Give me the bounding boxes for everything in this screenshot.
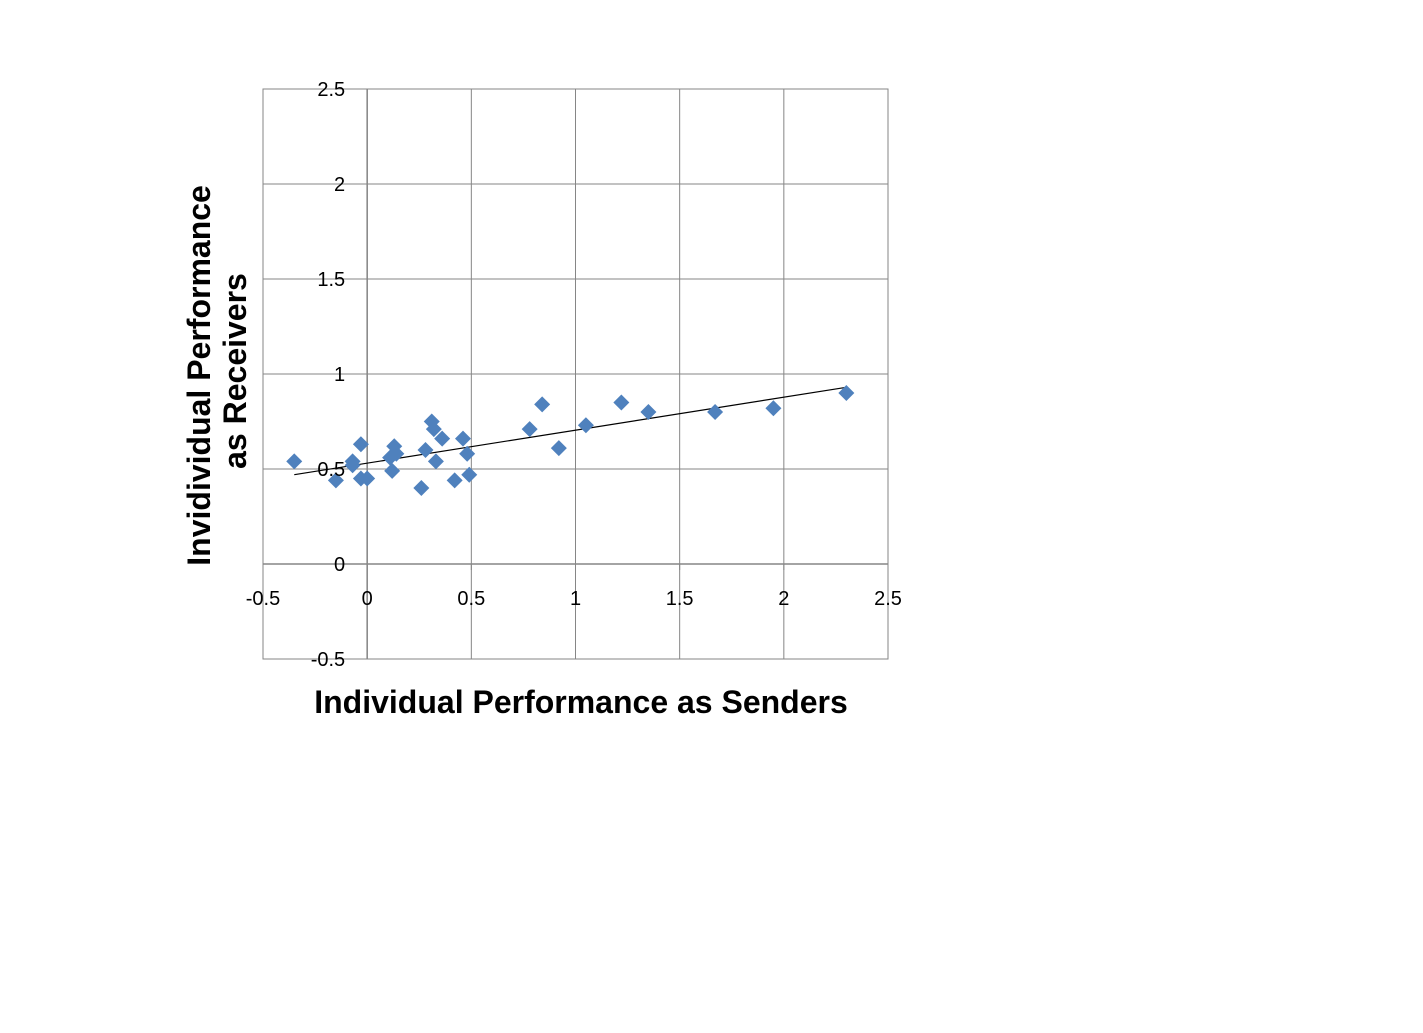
data-point bbox=[459, 445, 476, 462]
x-tick-label: 0 bbox=[362, 588, 373, 610]
x-tick-label: 2 bbox=[778, 588, 789, 610]
data-points bbox=[286, 385, 855, 496]
y-tick-label: 1.5 bbox=[317, 269, 345, 291]
data-point bbox=[521, 421, 538, 438]
x-tick-label: 1.5 bbox=[666, 588, 694, 610]
data-point bbox=[534, 396, 551, 413]
y-axis-title-line-2: as Receivers bbox=[217, 273, 253, 469]
data-point bbox=[344, 457, 361, 474]
data-point bbox=[417, 442, 434, 458]
data-point bbox=[427, 453, 444, 470]
data-point bbox=[384, 462, 401, 479]
data-point bbox=[434, 430, 451, 447]
y-tick-label: 1 bbox=[334, 364, 345, 386]
y-tick-labels: -0.5 0 0.5 1 1.5 2 2.5 bbox=[311, 79, 345, 671]
data-point bbox=[707, 404, 724, 420]
data-point bbox=[425, 421, 442, 438]
y-tick-label: -0.5 bbox=[311, 649, 345, 671]
x-tick-label: -0.5 bbox=[246, 588, 280, 610]
data-point bbox=[613, 394, 630, 411]
y-axis-title: Invidividual Performance as Receivers bbox=[181, 176, 253, 565]
data-point bbox=[765, 400, 782, 417]
data-point bbox=[359, 470, 376, 487]
y-tick-label: 0.5 bbox=[317, 459, 345, 481]
x-tick-label: 0.5 bbox=[457, 588, 485, 610]
data-point bbox=[413, 480, 430, 496]
x-axis-title: Individual Performance as Senders bbox=[314, 684, 848, 720]
data-point bbox=[352, 436, 369, 453]
data-point bbox=[286, 453, 303, 470]
data-point bbox=[461, 466, 478, 483]
y-tick-label: 0 bbox=[334, 554, 345, 576]
data-point bbox=[550, 440, 567, 457]
data-point bbox=[388, 445, 405, 462]
y-tick-label: 2.5 bbox=[317, 79, 345, 101]
data-point bbox=[446, 472, 463, 489]
data-point bbox=[327, 472, 344, 489]
data-point bbox=[640, 404, 657, 420]
data-point bbox=[577, 417, 594, 434]
x-tick-labels: -0.5 0 0.5 1 1.5 2 2.5 bbox=[246, 588, 902, 610]
y-tick-label: 2 bbox=[334, 174, 345, 196]
x-tick-label: 1 bbox=[570, 588, 581, 610]
x-tick-label: 2.5 bbox=[874, 588, 902, 610]
axes bbox=[262, 89, 889, 659]
data-point bbox=[838, 385, 855, 401]
y-axis-title-line-1: Invidividual Performance bbox=[181, 185, 217, 566]
data-point bbox=[455, 430, 471, 447]
